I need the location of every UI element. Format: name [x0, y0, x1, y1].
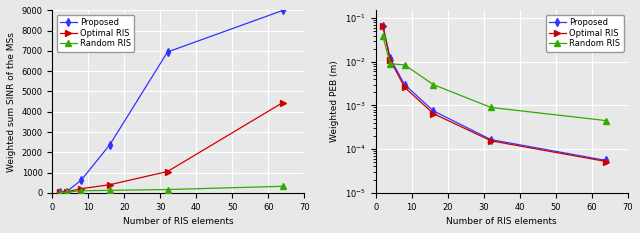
Proposed: [279, 9, 287, 12]
Optimal RIS: [487, 139, 495, 142]
Optimal RIS: [63, 190, 70, 193]
Line: Random RIS: Random RIS: [380, 34, 609, 123]
Optimal RIS: [279, 101, 287, 104]
Line: Proposed: Proposed: [380, 24, 609, 163]
Proposed: [379, 25, 387, 28]
Optimal RIS: [56, 191, 63, 194]
Random RIS: [164, 188, 172, 191]
Random RIS: [77, 189, 85, 192]
Optimal RIS: [387, 58, 394, 61]
Proposed: [106, 143, 114, 146]
Legend: Proposed, Optimal RIS, Random RIS: Proposed, Optimal RIS, Random RIS: [56, 15, 134, 52]
Proposed: [602, 159, 610, 162]
Y-axis label: Weighted PEB (m): Weighted PEB (m): [330, 61, 339, 143]
Optimal RIS: [429, 112, 437, 115]
Random RIS: [429, 83, 437, 86]
Optimal RIS: [379, 25, 387, 28]
Proposed: [56, 191, 63, 194]
Line: Random RIS: Random RIS: [57, 184, 285, 195]
Random RIS: [379, 35, 387, 38]
Proposed: [387, 57, 394, 60]
Legend: Proposed, Optimal RIS, Random RIS: Proposed, Optimal RIS, Random RIS: [546, 15, 623, 52]
Optimal RIS: [77, 187, 85, 190]
Random RIS: [401, 63, 408, 66]
Random RIS: [602, 119, 610, 122]
Line: Optimal RIS: Optimal RIS: [380, 24, 609, 164]
Proposed: [77, 179, 85, 182]
Proposed: [401, 83, 408, 86]
Random RIS: [487, 106, 495, 109]
Proposed: [164, 51, 172, 53]
Random RIS: [56, 191, 63, 194]
X-axis label: Number of RIS elements: Number of RIS elements: [123, 217, 234, 226]
Random RIS: [106, 189, 114, 192]
Line: Proposed: Proposed: [57, 8, 285, 195]
Random RIS: [387, 62, 394, 65]
Y-axis label: Weighted sum SINR of the MSs: Weighted sum SINR of the MSs: [7, 32, 16, 171]
Optimal RIS: [164, 170, 172, 173]
Line: Optimal RIS: Optimal RIS: [57, 100, 285, 195]
X-axis label: Number of RIS elements: Number of RIS elements: [447, 217, 557, 226]
Optimal RIS: [401, 86, 408, 89]
Proposed: [429, 110, 437, 112]
Random RIS: [279, 185, 287, 188]
Optimal RIS: [106, 183, 114, 186]
Optimal RIS: [602, 160, 610, 163]
Random RIS: [63, 191, 70, 194]
Proposed: [487, 138, 495, 141]
Proposed: [63, 190, 70, 193]
